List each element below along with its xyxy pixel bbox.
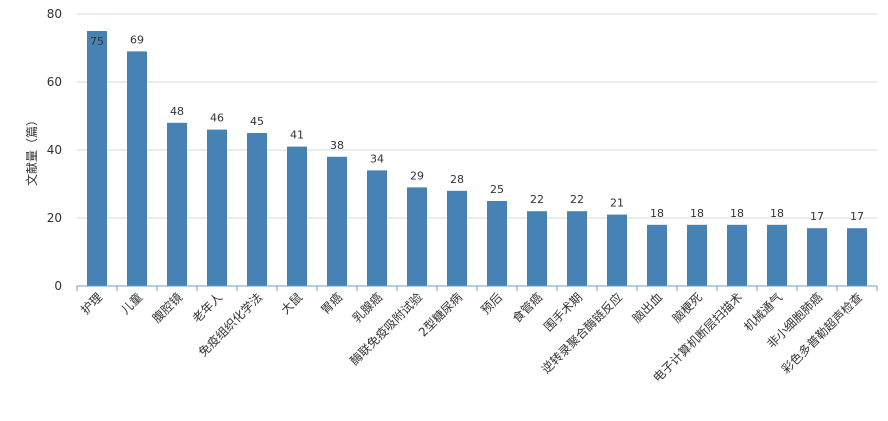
data-label: 22 (570, 193, 584, 206)
data-label: 75 (90, 35, 104, 48)
bar (127, 51, 147, 287)
bar (567, 211, 587, 286)
data-label: 17 (810, 210, 824, 223)
data-label: 29 (410, 169, 424, 182)
data-label: 38 (330, 139, 344, 152)
bar (807, 228, 827, 286)
y-tick-label: 0 (54, 279, 62, 293)
bar (447, 190, 467, 286)
bar (847, 228, 867, 286)
bar (527, 211, 547, 286)
data-label: 28 (450, 173, 464, 186)
data-label: 18 (690, 207, 704, 220)
data-label: 25 (490, 183, 504, 196)
x-axis-ticks (76, 286, 878, 291)
category-label: 酶联免疫吸附试验 (347, 290, 425, 368)
bar (727, 224, 747, 286)
bar (407, 187, 427, 286)
bar (367, 170, 387, 286)
category-label: 预后 (478, 290, 505, 317)
data-label: 34 (370, 152, 384, 165)
y-tick-label: 40 (47, 143, 62, 157)
data-label: 45 (250, 115, 264, 128)
bar (767, 224, 787, 286)
category-label: 乳腺癌 (349, 290, 385, 326)
category-label: 护理 (78, 290, 105, 317)
bar (247, 133, 267, 286)
y-tick-label: 60 (47, 75, 62, 89)
category-label: 2型糖尿病 (415, 290, 465, 340)
y-tick-label: 80 (47, 7, 62, 21)
category-label: 食管癌 (509, 290, 545, 326)
category-label: 胃癌 (318, 290, 346, 318)
bar (687, 224, 707, 286)
bar (487, 201, 507, 286)
bar (647, 224, 667, 286)
bar (287, 146, 307, 286)
data-label: 41 (290, 129, 304, 142)
data-label: 18 (650, 207, 664, 220)
category-label: 老年人 (190, 290, 225, 325)
bar (87, 31, 107, 286)
data-label: 18 (770, 207, 784, 220)
category-label: 大鼠 (278, 290, 305, 317)
bar (207, 129, 227, 286)
data-label: 22 (530, 193, 544, 206)
grid-lines (77, 13, 877, 219)
y-axis-ticks: 0 20 40 60 80 (47, 7, 62, 293)
data-label: 46 (210, 112, 224, 125)
bar (607, 214, 627, 286)
y-axis-title: 文献量（篇） (24, 114, 39, 186)
category-label: 儿童 (118, 290, 146, 318)
category-label: 脑出血 (630, 290, 665, 325)
category-labels: 护理 儿童 腹腔镜 老年人免疫组织化学法 大鼠 胃癌 乳腺癌酶联免疫吸附试验2型糖尿病 预后食… (78, 290, 865, 385)
data-label: 69 (130, 33, 144, 46)
data-label: 21 (610, 197, 624, 210)
category-label: 脑梗死 (669, 290, 705, 326)
data-labels: 75 69 48 46 45 41 38 34 29 28 25 22 22 21 18 18 18 18 17 17 (90, 33, 864, 223)
bar (167, 122, 187, 286)
data-label: 17 (850, 210, 864, 223)
category-label: 腹腔镜 (149, 290, 185, 326)
data-label: 48 (170, 105, 184, 118)
bars (87, 31, 867, 287)
y-tick-label: 20 (47, 211, 62, 225)
data-label: 18 (730, 207, 744, 220)
bar (327, 156, 347, 286)
